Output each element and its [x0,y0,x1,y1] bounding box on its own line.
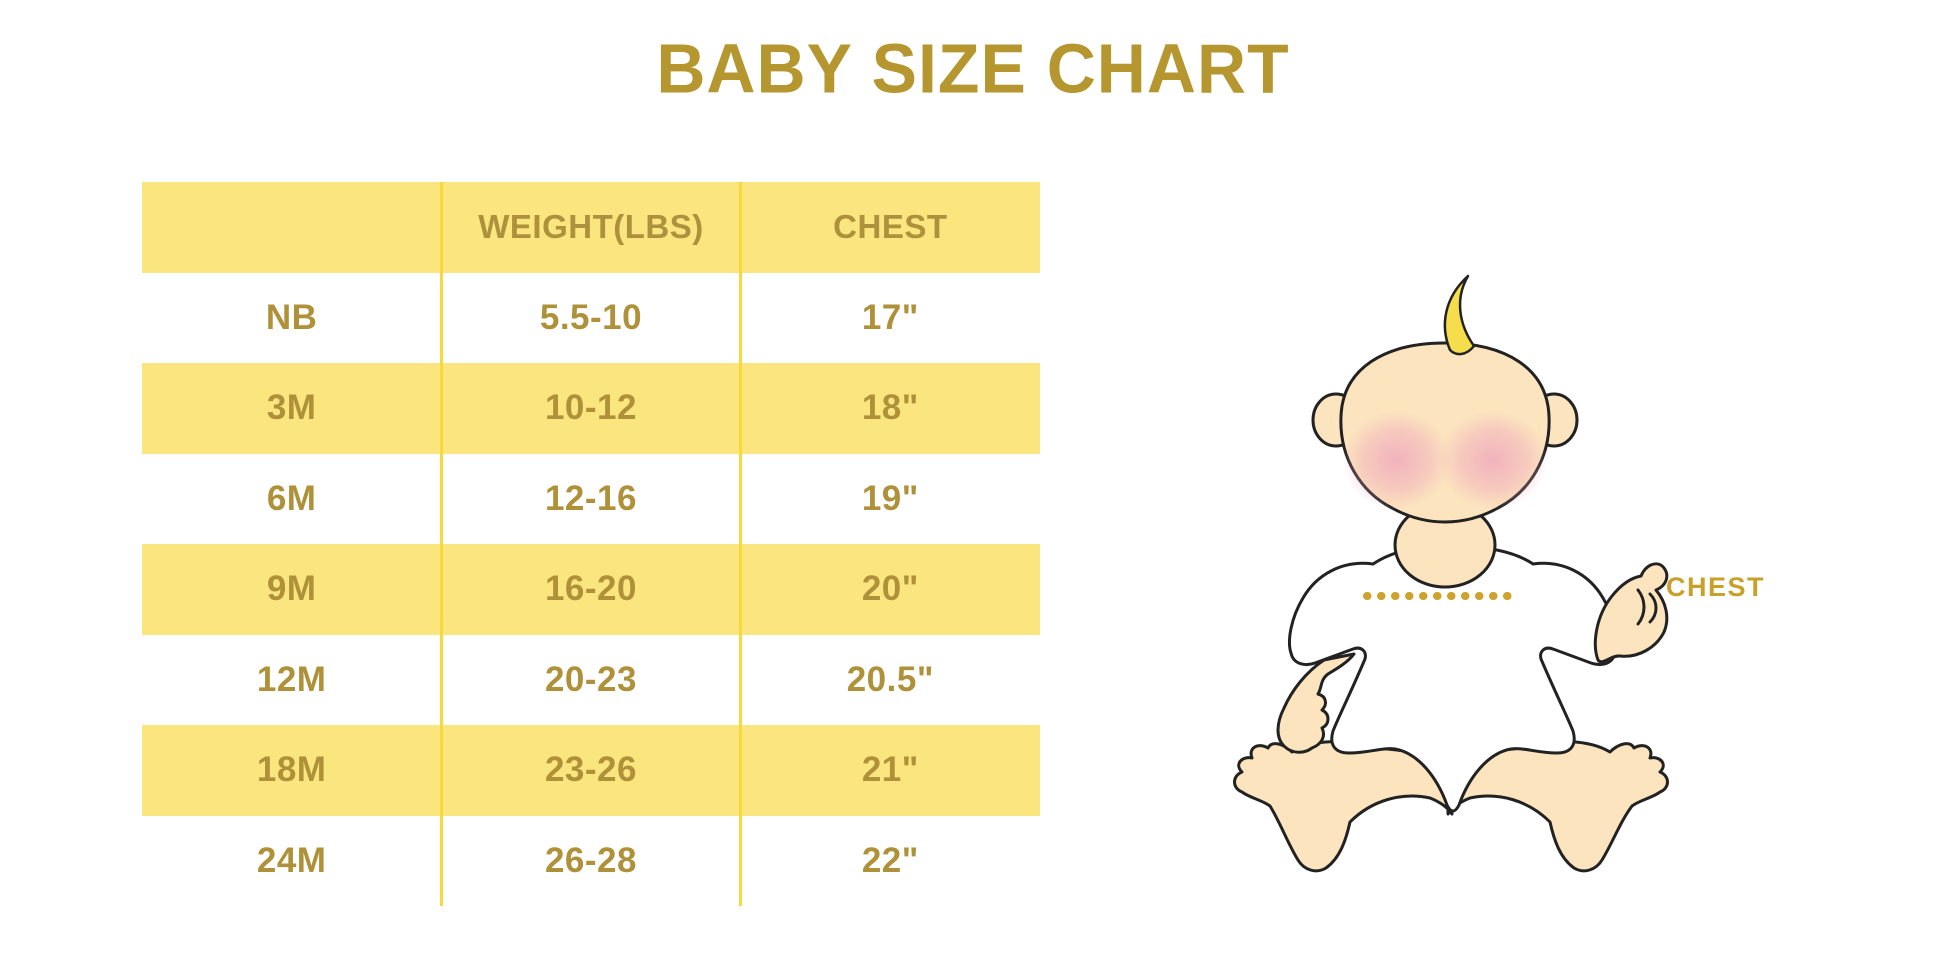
chest-cell: 22" [861,840,919,880]
chest-cell: 20.5" [846,659,934,699]
size-cell: 12M [256,659,327,699]
chest-cell: 18" [861,388,919,428]
table-row: 12M 20-23 20.5" [142,635,1040,726]
table-header-row: WEIGHT(LBS) CHEST [142,182,1040,273]
baby-illustration [1120,200,1780,900]
baby-right-cheek-blush [1438,410,1548,510]
weight-cell: 16-20 [544,569,637,609]
header-cell-chest: CHEST [833,208,948,246]
weight-cell: 23-26 [544,750,637,790]
baby-sitting-svg [1233,274,1669,873]
size-cell: NB [265,297,318,337]
table-row: 24M 26-28 22" [142,816,1040,907]
column-divider [440,182,443,906]
header-cell-weight: WEIGHT(LBS) [478,208,704,246]
table-row: 18M 23-26 21" [142,725,1040,816]
size-chart-table: WEIGHT(LBS) CHEST NB 5.5-10 17" 3M 10-12… [142,182,1040,906]
table-row: 6M 12-16 19" [142,454,1040,545]
weight-cell: 26-28 [544,840,637,880]
header-cell-size [142,182,441,273]
size-cell: 9M [266,569,317,609]
size-cell: 24M [256,840,327,880]
weight-cell: 12-16 [544,478,637,518]
weight-cell: 10-12 [544,388,637,428]
baby-right-fist [1593,562,1669,664]
weight-cell: 5.5-10 [539,297,643,337]
size-cell: 6M [266,478,317,518]
baby-left-leg [1233,740,1454,873]
baby-hair-curl [1443,274,1476,356]
chest-annotation-label: CHEST [1666,572,1766,602]
size-cell: 3M [266,388,317,428]
chest-cell: 20" [861,569,919,609]
baby-fist-finger-lines [1636,588,1658,626]
baby-left-arm [1276,652,1356,754]
page-title: BABY SIZE CHART [656,30,1290,108]
table-row: NB 5.5-10 17" [142,273,1040,364]
weight-cell: 20-23 [544,659,637,699]
chest-cell: 21" [861,750,919,790]
table-row: 3M 10-12 18" [142,363,1040,454]
chest-cell: 19" [861,478,919,518]
size-cell: 18M [256,750,327,790]
chest-cell: 17" [861,297,919,337]
baby-left-cheek-blush [1342,410,1452,510]
column-divider [739,182,742,906]
table-row: 9M 16-20 20" [142,544,1040,635]
baby-right-leg [1446,740,1669,873]
